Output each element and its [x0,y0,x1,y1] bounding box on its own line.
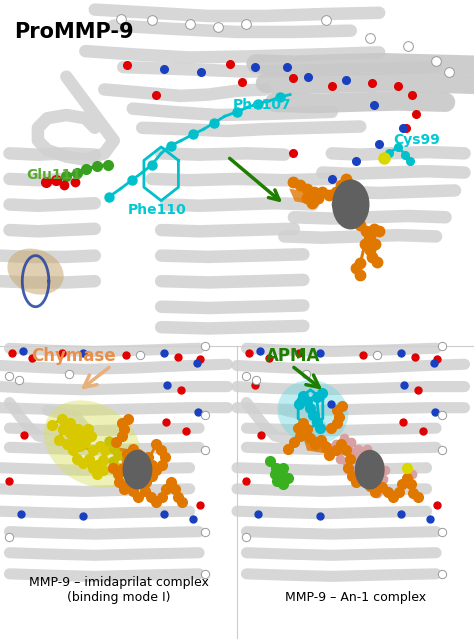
Ellipse shape [44,401,141,488]
Text: APMA: APMA [265,347,320,365]
Ellipse shape [277,380,348,444]
Text: Phe110: Phe110 [128,203,187,217]
Circle shape [333,180,369,229]
Polygon shape [289,189,322,206]
Text: MMP-9 – An-1 complex: MMP-9 – An-1 complex [285,591,426,604]
Polygon shape [302,435,332,454]
Circle shape [356,450,384,489]
Text: Chymase: Chymase [31,347,116,365]
Text: Cys99: Cys99 [393,133,440,147]
Ellipse shape [8,249,64,295]
Text: ProMMP-9: ProMMP-9 [14,22,134,42]
Text: Phe107: Phe107 [232,98,291,112]
Circle shape [123,450,152,489]
Polygon shape [118,447,147,466]
Text: Glu111: Glu111 [26,168,81,182]
Text: MMP-9 – imidaprilat complex
(binding mode I): MMP-9 – imidaprilat complex (binding mod… [28,576,209,604]
